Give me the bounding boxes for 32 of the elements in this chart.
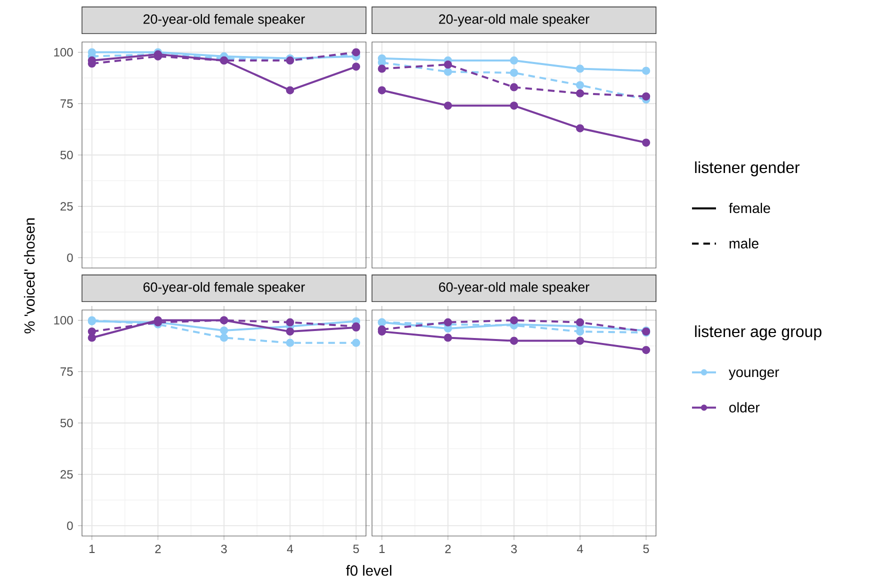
legend-label: male [730, 238, 758, 248]
chart-title: 20-year-old female speaker [144, 14, 305, 26]
y-tick-label: 0 [67, 521, 73, 530]
x-tick-label: 4 [576, 544, 584, 553]
y-tick-label: 25 [60, 202, 73, 211]
x-tick-label: 2 [445, 544, 451, 554]
x-tick-label: 3 [221, 544, 227, 554]
x-tick-label: 5 [353, 544, 359, 554]
legend-title: listener gender [695, 161, 800, 176]
x-axis-title: f0 level [346, 565, 392, 576]
y-axis-title: % 'voiced' chosen [24, 218, 35, 334]
x-tick-label: 3 [511, 544, 517, 554]
y-tick-label: 100 [54, 316, 73, 325]
chart-title: 20-year-old male speaker [439, 14, 590, 26]
y-tick-label: 75 [60, 367, 73, 376]
legend-label: female [728, 202, 770, 214]
legend-title: listener age group [695, 325, 822, 340]
y-tick-label: 50 [60, 418, 73, 428]
chart-title: 60-year-old female speaker [144, 282, 305, 294]
y-tick-label: 25 [60, 470, 73, 479]
x-tick-label: 4 [286, 544, 294, 553]
y-tick-label: 100 [54, 48, 73, 57]
x-tick-label: 2 [155, 544, 161, 554]
x-tick-label: 1 [379, 544, 385, 553]
legend-label: younger [728, 369, 780, 380]
y-tick-label: 0 [67, 253, 73, 262]
y-tick-label: 75 [60, 99, 73, 108]
chart-title: 60-year-old male speaker [439, 282, 590, 294]
legend-label: older [729, 402, 760, 412]
x-tick-label: 1 [89, 544, 95, 553]
x-tick-label: 5 [643, 544, 649, 554]
y-tick-label: 50 [60, 150, 73, 160]
